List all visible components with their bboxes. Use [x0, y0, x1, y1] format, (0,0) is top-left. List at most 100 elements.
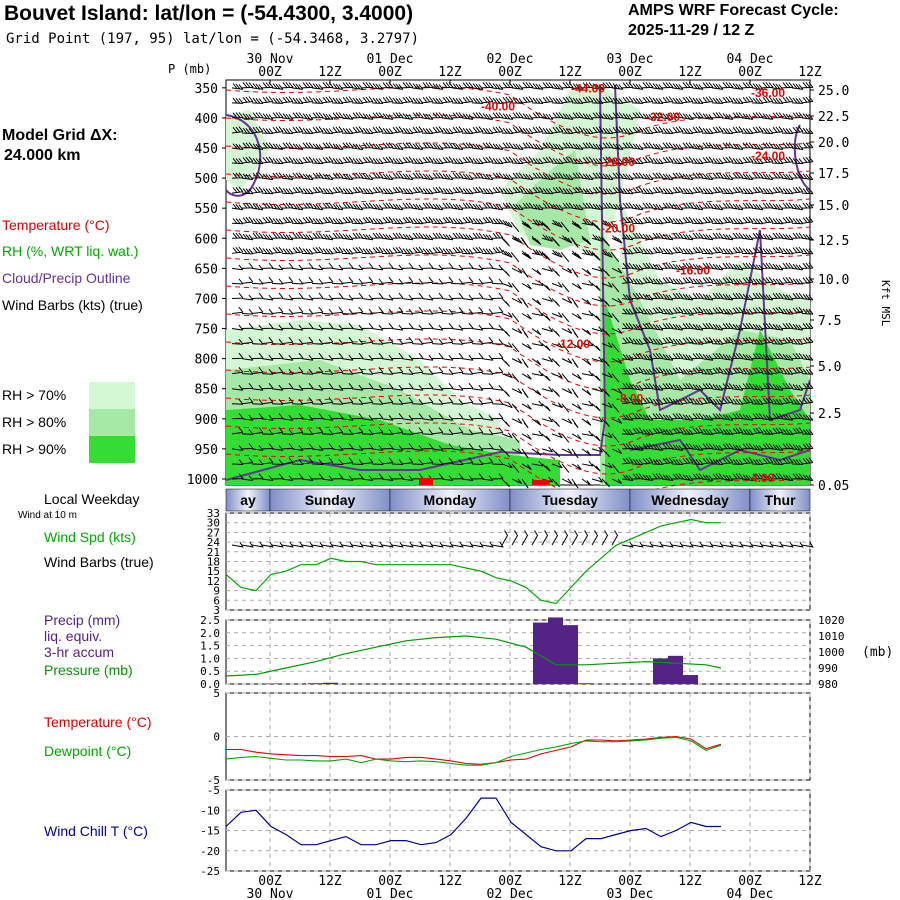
y-tick-label: 27 [207, 526, 220, 539]
surface-wind-barb [361, 541, 374, 548]
surface-wind-barb [571, 530, 579, 546]
dewpoint-line [225, 736, 722, 766]
local-weekday-label: Local Weekday [44, 491, 140, 507]
height-tick-label: 5.0 [818, 360, 841, 375]
y-tick-label: 33 [207, 507, 220, 520]
bottom-time-tick-label: 00Z [618, 874, 642, 889]
weekday-label: Sunday [305, 492, 356, 508]
bottom-time-tick-label: 12Z [318, 874, 342, 889]
pressure-unit-label: (mb) [862, 645, 893, 660]
surface-wind-barb [521, 530, 529, 546]
surface-wind-barb [551, 530, 559, 546]
pressure-tick-label: 1020 [818, 614, 845, 627]
y-tick-label: 2.0 [200, 627, 220, 640]
top-date-label: 01 Dec [367, 52, 414, 67]
surface-wind-barb [611, 530, 619, 546]
height-tick-label: 2.5 [818, 407, 841, 422]
precip-panel-frame [225, 619, 811, 685]
pressure-tick-label: 750 [195, 323, 218, 338]
temperature-label: -28.00 [601, 155, 635, 169]
height-tick-label: 22.5 [818, 110, 849, 125]
pressure-tick-label: 1000 [818, 646, 845, 659]
weekday-label: Thur [764, 492, 796, 508]
temperature-label: -32.00 [646, 110, 680, 124]
surface-wind-barb [561, 530, 569, 546]
wind-barbs-upper [231, 82, 814, 489]
surface-wind-barb [701, 541, 714, 548]
y-tick-label: 2.5 [200, 614, 220, 627]
pressure-axis-title: P (mb) [168, 62, 211, 76]
surface-wind-barb [351, 541, 364, 548]
top-date-label: 30 Nov [247, 52, 294, 67]
surface-wind-barb [651, 541, 664, 548]
rh-fill-region [605, 300, 810, 485]
surface-wind-barb [671, 541, 684, 548]
windchill-panel-label: Wind Chill T (°C) [44, 823, 148, 839]
height-tick-label: 7.5 [818, 314, 841, 329]
bottom-date-label: 01 Dec [367, 887, 414, 900]
model-grid-value: 24.000 km [4, 147, 81, 164]
temperature-contour [225, 226, 811, 279]
surface-wind-barb [791, 541, 804, 548]
height-tick-label: 10.0 [818, 273, 849, 288]
surface-wind-barb [761, 541, 774, 548]
y-tick-label: 0 [213, 731, 220, 744]
surface-wind-barb [301, 541, 314, 548]
temperature-label: -40.00 [481, 100, 515, 114]
precip-bar [653, 658, 668, 684]
legend-temperature: Temperature (°C) [2, 217, 110, 233]
pressure-label: Pressure (mb) [44, 662, 133, 678]
surface-wind-barb [541, 530, 549, 546]
surface-wind-barb [711, 541, 724, 548]
weekday-label: ay [240, 492, 256, 508]
height-axis-title: Kft MSL [879, 280, 892, 327]
surface-wind-barb [631, 541, 644, 548]
rh80-swatch [89, 409, 135, 436]
pressure-tick-label: 990 [818, 662, 838, 675]
y-tick-label: 0.5 [200, 665, 220, 678]
rh90-swatch [89, 436, 135, 463]
legend-rh90-label: RH > 90% [2, 441, 67, 457]
surface-wind-barb [741, 541, 754, 548]
surface-marker [419, 478, 433, 485]
temperature-label: 4.00 [751, 471, 775, 485]
grid-point-label: Grid Point (197, 95) lat/lon = (-54.3468… [6, 31, 420, 47]
y-tick-label: -20 [200, 845, 220, 858]
surface-wind-barb [771, 541, 784, 548]
pressure-tick-label: 1000 [187, 473, 218, 488]
temperature-contour [225, 394, 811, 447]
precip-panel [225, 619, 811, 685]
weekday-cell [749, 488, 811, 512]
rh-fill-region [515, 150, 590, 250]
y-tick-label: 21 [207, 546, 220, 559]
surface-wind-barb [281, 541, 294, 548]
surface-wind-barb [681, 541, 694, 548]
height-tick-label: 20.0 [818, 136, 849, 151]
cloud-outline [225, 114, 262, 197]
bottom-time-tick-label: 00Z [258, 874, 282, 889]
temperature-label: -36.00 [751, 86, 785, 100]
y-tick-label: 9 [213, 585, 220, 598]
surface-wind-barb [381, 541, 394, 548]
temperature-contour [225, 142, 811, 195]
temperature-label: -24.00 [751, 149, 785, 163]
wind-barbs-label: Wind Barbs (true) [44, 554, 154, 570]
temperature-contour [225, 310, 811, 363]
precip-bar [683, 675, 698, 684]
surface-wind-barb [421, 541, 434, 548]
temperature-label: -8.00 [616, 392, 644, 406]
pressure-tick-label: 950 [195, 443, 218, 458]
top-time-tick-label: 12Z [438, 65, 462, 80]
surface-wind-barb [411, 541, 424, 548]
rh-fill-region [226, 405, 560, 485]
y-tick-label: 24 [207, 536, 221, 549]
surface-wind-barb [241, 541, 254, 548]
temperature-label: -16.00 [676, 263, 710, 277]
surface-wind-barb [291, 541, 304, 548]
surface-wind-barb [531, 530, 539, 546]
temperature-contour [225, 86, 811, 139]
page-title: Bouvet Island: lat/lon = (-54.4300, 3.40… [4, 2, 414, 25]
precip-bar [323, 682, 338, 684]
legend-wind-barbs: Wind Barbs (kts) (true) [2, 297, 143, 313]
surface-wind-barb [511, 530, 519, 546]
